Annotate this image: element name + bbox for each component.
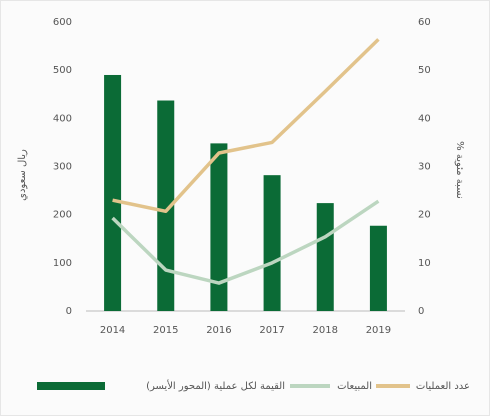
bar bbox=[157, 100, 175, 312]
y2-tick-label: 20 bbox=[418, 210, 431, 221]
y2-tick-label: 60 bbox=[418, 17, 431, 28]
y-tick-label: 0 bbox=[66, 306, 72, 317]
y-tick-label: 400 bbox=[53, 113, 72, 124]
y-tick-label: 100 bbox=[53, 258, 72, 269]
legend-label: عدد العمليات bbox=[416, 381, 470, 392]
y-axis-title: ريال سعودي bbox=[17, 149, 28, 201]
line bbox=[111, 199, 380, 285]
y2-tick-label: 10 bbox=[418, 258, 431, 269]
legend-swatch bbox=[37, 382, 105, 390]
bar bbox=[104, 74, 122, 311]
bar bbox=[369, 225, 387, 311]
bar bbox=[210, 143, 228, 311]
y2-tick-label: 0 bbox=[418, 306, 424, 317]
y-tick-label: 600 bbox=[53, 17, 72, 28]
x-tick-label: 2019 bbox=[366, 325, 391, 336]
x-tick-label: 2014 bbox=[100, 325, 125, 336]
y-tick-label: 200 bbox=[53, 210, 72, 221]
y2-axis-title: نسبة مئوية % bbox=[454, 141, 465, 199]
legend-label: القيمة لكل عملية (المحور الأيسر) bbox=[146, 379, 285, 392]
y2-tick-label: 50 bbox=[418, 65, 431, 76]
y2-tick-label: 40 bbox=[418, 113, 431, 124]
x-tick-label: 2016 bbox=[206, 325, 231, 336]
y-tick-label: 500 bbox=[53, 65, 72, 76]
legend-label: المبيعات bbox=[337, 381, 372, 392]
x-tick-label: 2017 bbox=[259, 325, 284, 336]
y2-tick-label: 30 bbox=[418, 162, 431, 173]
y-tick-label: 300 bbox=[53, 162, 72, 173]
x-tick-label: 2015 bbox=[153, 325, 178, 336]
line bbox=[112, 38, 380, 214]
x-tick-label: 2018 bbox=[313, 325, 338, 336]
bar bbox=[263, 175, 281, 311]
bar bbox=[316, 203, 334, 311]
